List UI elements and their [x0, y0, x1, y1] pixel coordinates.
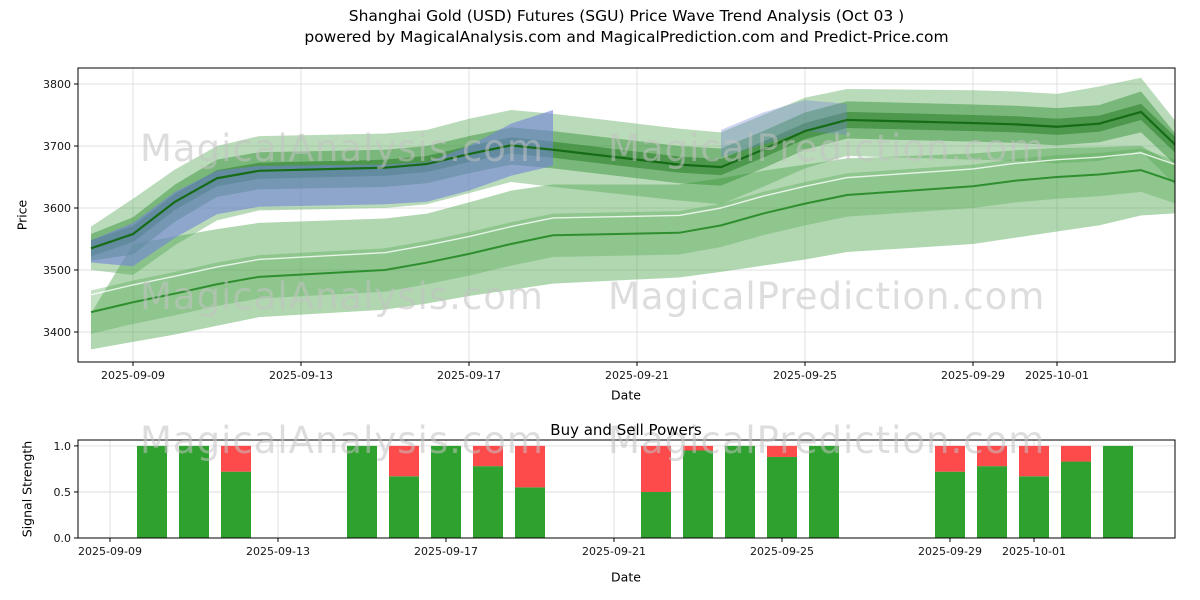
- band-lower-inner: [91, 148, 1175, 334]
- buy-bar-2025-09-12: [221, 471, 251, 538]
- buy-bar-2025-09-22: [641, 491, 671, 538]
- y-tick-label: 3800: [43, 78, 71, 91]
- x-tick-label: 2025-09-25: [750, 545, 814, 558]
- sell-bar-2025-09-30: [977, 445, 1007, 467]
- x-tick-label: 2025-09-17: [437, 369, 501, 382]
- band-upper-core: [91, 103, 1175, 257]
- power-chart-title: Buy and Sell Powers: [550, 421, 702, 439]
- buy-bar-2025-10-01: [1019, 476, 1049, 538]
- buy-bar-2025-09-10: [137, 445, 167, 538]
- sell-bar-2025-09-12: [221, 445, 251, 472]
- buy-bar-2025-10-02: [1061, 461, 1091, 538]
- x-tick-label: 2025-09-17: [414, 545, 478, 558]
- y-tick-label: 3600: [43, 202, 71, 215]
- buy-bar-2025-10-03: [1103, 445, 1133, 538]
- y-tick-label: 1.0: [54, 440, 72, 453]
- sell-bar-2025-09-18: [473, 445, 503, 467]
- buy-sell-power-chart: 0.0 0.5 1.0 2025-09-09 2025-09-13 2025-09-17 2…: [54, 439, 1176, 558]
- x-tick-label: 2025-09-09: [78, 545, 142, 558]
- sell-bar-2025-09-22: [641, 445, 671, 492]
- x-tick-label: 2025-09-29: [941, 369, 1005, 382]
- band-blue-wave: [91, 110, 553, 267]
- sell-bar-2025-09-23: [683, 445, 713, 451]
- buy-bar-2025-09-19: [515, 487, 545, 538]
- x-tick-label: 2025-09-25: [773, 369, 837, 382]
- plot-frame: [77, 67, 1176, 363]
- price-wave-chart: 3400 3500 3600 3700 3800 2025-09-09 2025-09-13…: [43, 67, 1176, 382]
- sell-bar-2025-10-01: [1019, 445, 1049, 477]
- price-axis-label: Price: [14, 199, 30, 231]
- figure-title: Shanghai Gold (USD) Futures (SGU) Price …: [78, 6, 1175, 48]
- price-xaxis-label: Date: [611, 387, 641, 403]
- x-tick-label: 2025-09-21: [605, 369, 669, 382]
- y-tick-label: 3500: [43, 264, 71, 277]
- buy-bar-2025-09-26: [809, 445, 839, 538]
- buy-bar-2025-09-18: [473, 466, 503, 538]
- line-lower-trend: [90, 169, 1175, 314]
- figure-title-line2: powered by MagicalAnalysis.com and Magic…: [304, 28, 949, 46]
- power-xaxis-label: Date: [611, 569, 641, 585]
- band-lower-outer: [91, 146, 1175, 350]
- y-tick-label: 3400: [43, 326, 71, 339]
- buy-bar-2025-09-11: [179, 445, 209, 538]
- signal-strength-axis-label: Signal Strength: [19, 440, 35, 538]
- x-tick-label: 2025-09-13: [246, 545, 310, 558]
- x-tick-label: 2025-10-01: [1002, 545, 1066, 558]
- buy-bar-2025-09-25: [767, 456, 797, 538]
- x-tick-label: 2025-09-21: [582, 545, 646, 558]
- buy-bar-2025-09-29: [935, 471, 965, 538]
- buy-bar-2025-09-30: [977, 466, 1007, 538]
- figure-title-line1: Shanghai Gold (USD) Futures (SGU) Price …: [348, 7, 905, 25]
- x-tick-label: 2025-09-09: [101, 369, 165, 382]
- band-blue-wave-2: [721, 100, 847, 158]
- buy-bar-2025-09-23: [683, 450, 713, 538]
- plot-frame: [77, 439, 1176, 539]
- sell-bar-2025-09-25: [767, 445, 797, 457]
- sell-bar-2025-09-19: [515, 445, 545, 488]
- sell-bar-2025-10-02: [1061, 445, 1091, 462]
- sell-bar-2025-09-16: [389, 445, 419, 477]
- band-upper-mid: [91, 91, 1175, 261]
- y-tick-label: 3700: [43, 140, 71, 153]
- x-tick-label: 2025-10-01: [1025, 369, 1089, 382]
- x-tick-label: 2025-09-13: [269, 369, 333, 382]
- y-tick-label: 0.5: [54, 486, 72, 499]
- buy-bar-2025-09-15: [347, 445, 377, 538]
- buy-bar-2025-09-24: [725, 445, 755, 538]
- y-tick-label: 0.0: [54, 532, 72, 545]
- buy-bar-2025-09-17: [431, 445, 461, 538]
- x-tick-label: 2025-09-29: [918, 545, 982, 558]
- sell-bar-2025-09-29: [935, 445, 965, 472]
- line-upper-trend: [90, 110, 1175, 250]
- buy-bar-2025-09-16: [389, 476, 419, 538]
- line-lower-highlight: [90, 152, 1175, 296]
